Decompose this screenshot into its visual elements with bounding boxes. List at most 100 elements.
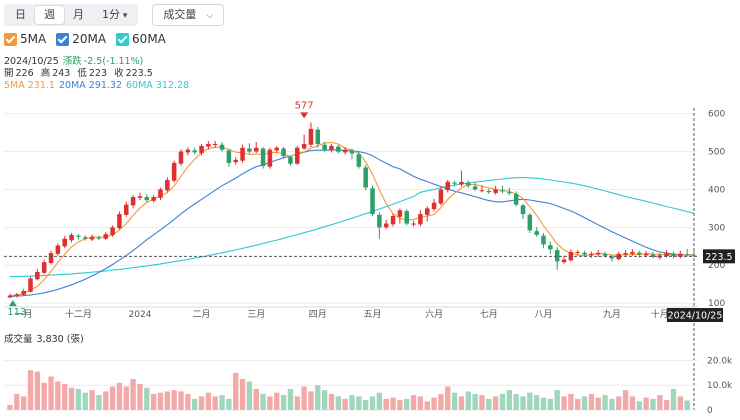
candle-body [137, 196, 143, 198]
candle-body [520, 205, 526, 215]
candle-body [589, 253, 594, 256]
candle-body [582, 252, 587, 255]
ma-toggles: 5MA 20MA 60MA [4, 32, 166, 46]
volume-bar [677, 396, 683, 410]
candle-body [329, 145, 334, 151]
candle-body [336, 146, 341, 152]
candle-body [192, 150, 197, 153]
volume-bar [383, 398, 389, 410]
info-line-2: 開 226 高 243 低 223 收 223.5 [4, 68, 157, 80]
candle-body [602, 253, 608, 256]
volume-bar [205, 392, 212, 410]
ma20-toggle[interactable]: 20MA [56, 32, 106, 46]
info-high: 243 [52, 68, 71, 79]
checkbox-icon [116, 32, 130, 46]
candle-body [301, 143, 307, 149]
candle-body [561, 259, 567, 263]
candle-body [363, 167, 368, 188]
candle-body [151, 197, 156, 201]
volume-bar [62, 384, 68, 410]
candle-body [500, 190, 505, 192]
volume-bar [595, 397, 601, 410]
x-tick-label: 十月 [651, 308, 669, 320]
volume-header: 成交量 3,830 (張) [4, 334, 88, 346]
candle-body [472, 186, 478, 190]
volume-bar [246, 381, 253, 410]
tab-day[interactable]: 日 [15, 8, 26, 21]
volume-bar [520, 396, 526, 410]
candle-body [459, 181, 464, 185]
candle-body [493, 189, 498, 193]
volume-bar [602, 395, 608, 410]
volume-bar [27, 370, 34, 410]
candle-body [541, 235, 546, 245]
candle-body [158, 189, 163, 198]
candle-body [431, 202, 437, 210]
candle-body [295, 147, 300, 164]
ma60-toggle-label: 60MA [132, 32, 166, 46]
tab-month[interactable]: 月 [73, 8, 84, 21]
candle-body [684, 254, 690, 256]
volume-bar [253, 388, 259, 410]
candle-body [7, 295, 13, 298]
volume-bar [294, 396, 300, 410]
volume-tick-label: 0 [707, 406, 713, 416]
volume-bar [321, 390, 328, 410]
volume-bar [301, 386, 307, 410]
tab-minute-dropdown[interactable]: 1分 [93, 6, 136, 24]
info-close-label: 收 [114, 68, 124, 79]
candle-body [445, 181, 451, 191]
candle-body [466, 182, 471, 186]
volume-bar [342, 398, 348, 410]
volume-bar [315, 385, 321, 410]
volume-title: 成交量 [4, 334, 33, 345]
info-change-label: 漲跌 [62, 56, 82, 67]
volume-bar [445, 386, 451, 410]
volume-bar [68, 387, 75, 410]
ma5-toggle[interactable]: 5MA [4, 32, 46, 46]
tab-week[interactable]: 週 [35, 6, 64, 24]
info-high-label: 高 [40, 68, 51, 79]
volume-bar [534, 395, 540, 410]
candle-body [370, 188, 375, 215]
candle-body [253, 147, 259, 152]
toolbar: 日 週 月 1分 成交量 ⌵ [4, 4, 225, 26]
volume-bar [171, 390, 177, 410]
volume-bar [116, 382, 123, 410]
volume-bar [424, 401, 430, 410]
candle-body [486, 190, 492, 193]
candle-body [575, 251, 580, 253]
volume-tick-label: 10.0k [707, 381, 733, 391]
volume-bar [390, 397, 396, 410]
volume-bar [103, 391, 109, 410]
candle-body [411, 223, 416, 225]
max-marker-label: 577 [295, 100, 314, 111]
candle-body [513, 193, 519, 205]
volume-indicator-dropdown[interactable]: 成交量 ⌵ [152, 4, 225, 26]
volume-bar [492, 396, 499, 410]
x-tick-label: 一月 [15, 309, 33, 320]
y-tick-label: 200 [708, 261, 725, 271]
volume-bar [513, 393, 519, 410]
volume-bar [438, 393, 444, 410]
candle-body [397, 210, 403, 217]
candle-body [219, 144, 225, 150]
volume-bar [404, 398, 410, 410]
ma60-toggle[interactable]: 60MA [116, 32, 166, 46]
candle-body [404, 211, 409, 224]
volume-bar [663, 400, 670, 410]
candle-body [479, 190, 485, 192]
candle-body [21, 290, 26, 295]
candle-body [678, 253, 683, 257]
candle-body [554, 250, 560, 262]
volume-bar [397, 400, 403, 410]
volume-bar [335, 396, 341, 410]
volume-bar [185, 393, 191, 410]
candle-body [342, 149, 348, 153]
volume-bar [629, 396, 636, 410]
last-date-label: 2024/10/25 [668, 311, 723, 322]
candle-body [616, 253, 622, 260]
volume-bar [410, 395, 417, 410]
candle-body [206, 143, 211, 147]
